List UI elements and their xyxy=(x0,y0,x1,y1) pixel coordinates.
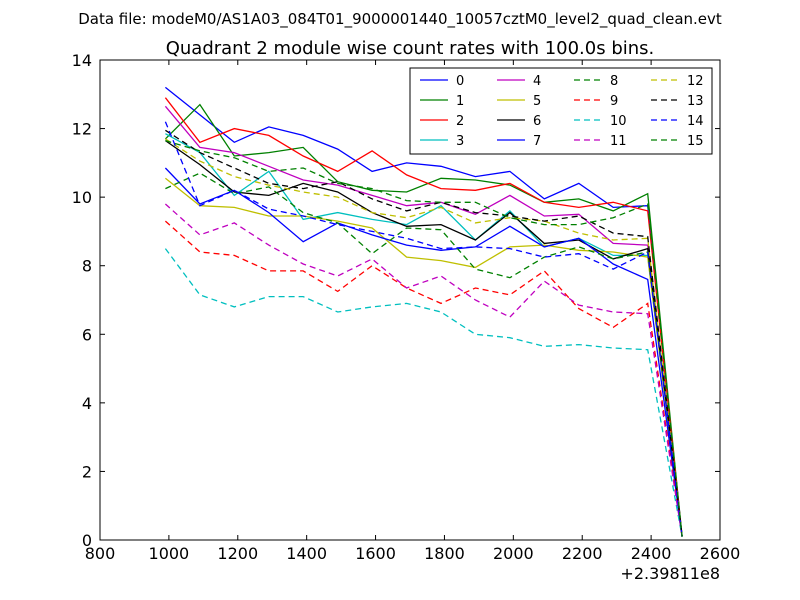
y-tick-label: 14 xyxy=(72,51,92,70)
x-tick-label: 1600 xyxy=(355,544,396,563)
series-line-15 xyxy=(165,139,683,537)
x-tick-label: 2200 xyxy=(562,544,603,563)
series-line-9 xyxy=(164,220,683,537)
series-line-2 xyxy=(164,97,683,537)
series-line-12 xyxy=(165,138,683,537)
series-line-4 xyxy=(164,105,683,537)
x-tick-label: 2000 xyxy=(493,544,534,563)
legend-label-8: 8 xyxy=(610,74,618,89)
series-line-6 xyxy=(165,140,683,537)
x-tick-label: 800 xyxy=(85,544,116,563)
legend-label-7: 7 xyxy=(533,134,541,149)
legend-label-4: 4 xyxy=(533,74,541,89)
legend-label-0: 0 xyxy=(456,74,464,89)
y-tick-label: 6 xyxy=(82,325,92,344)
x-tick-label: 1800 xyxy=(424,544,465,563)
legend-label-5: 5 xyxy=(533,94,541,109)
y-tick-label: 2 xyxy=(82,462,92,481)
series-line-1 xyxy=(164,103,683,537)
plot-frame xyxy=(99,59,721,541)
series-line-14 xyxy=(164,121,683,537)
axes-layer: 800 1000 1200 1400 1600 1800 2000 2200 2400 2600 0… xyxy=(72,51,741,563)
series-line-5 xyxy=(164,177,683,537)
legend-label-10: 10 xyxy=(610,114,627,129)
y-tick-label: 4 xyxy=(82,394,92,413)
x-tick-label: 2400 xyxy=(631,544,672,563)
series-layer xyxy=(164,86,683,537)
y-tick-label: 12 xyxy=(72,120,92,139)
legend-label-13: 13 xyxy=(687,94,704,109)
series-line-11 xyxy=(164,203,683,537)
x-tick-label: 2600 xyxy=(700,544,741,563)
x-offset-label: +2.39811e8 xyxy=(620,564,720,583)
series-line-10 xyxy=(164,248,683,537)
series-line-7 xyxy=(164,167,683,537)
y-tick-label: 10 xyxy=(72,188,92,207)
series-line-3 xyxy=(165,133,683,537)
x-tick-label: 1000 xyxy=(149,544,190,563)
legend-label-15: 15 xyxy=(687,134,704,149)
legend-label-6: 6 xyxy=(533,114,541,129)
x-tick-label: 1200 xyxy=(217,544,258,563)
y-tick-label: 8 xyxy=(82,257,92,276)
series-line-0 xyxy=(164,86,683,537)
figure-suptitle: Data file: modeM0/AS1A03_084T01_90000014… xyxy=(78,10,722,29)
chart-title: Quadrant 2 module wise count rates with … xyxy=(166,38,655,59)
legend-label-9: 9 xyxy=(610,94,618,109)
legend-label-2: 2 xyxy=(456,114,464,129)
legend-label-14: 14 xyxy=(687,114,704,129)
legend-label-1: 1 xyxy=(456,94,464,109)
series-line-8 xyxy=(165,172,683,537)
x-tick-label: 1400 xyxy=(286,544,327,563)
legend-label-11: 11 xyxy=(610,134,627,149)
series-line-13 xyxy=(165,129,683,537)
legend-label-12: 12 xyxy=(687,74,704,89)
legend-label-3: 3 xyxy=(456,134,464,149)
y-tick-label: 0 xyxy=(82,531,92,550)
